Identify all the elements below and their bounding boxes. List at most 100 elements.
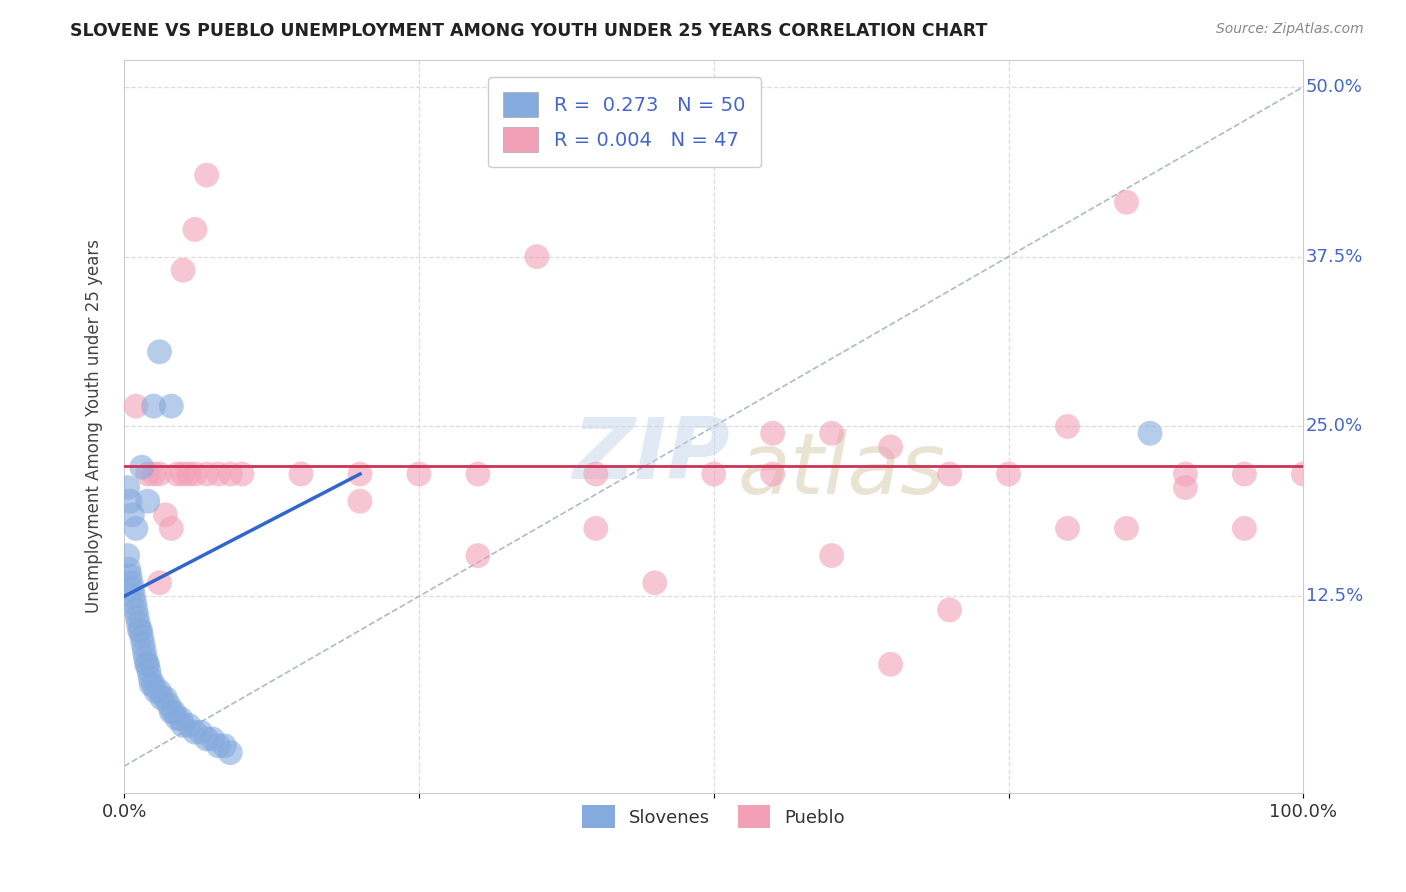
Text: 12.5%: 12.5% (1306, 587, 1362, 606)
Point (131, 460, 153, 475)
Point (1115, 195, 1137, 210)
Point (177, 467, 200, 481)
Point (1056, 419, 1078, 434)
Point (135, 657, 157, 672)
Text: 25.0%: 25.0% (1306, 417, 1362, 435)
Point (136, 657, 159, 672)
Point (125, 521, 148, 535)
Point (118, 569, 141, 583)
Point (703, 467, 725, 481)
Point (997, 467, 1019, 481)
Text: Source: ZipAtlas.com: Source: ZipAtlas.com (1216, 22, 1364, 37)
Point (132, 637, 155, 651)
Point (762, 426, 785, 441)
Point (155, 508, 177, 522)
Point (145, 684, 167, 698)
Point (467, 549, 489, 563)
Point (201, 731, 224, 746)
Point (136, 467, 159, 481)
Point (231, 467, 253, 481)
Point (134, 643, 156, 657)
Point (139, 671, 162, 685)
Point (184, 467, 207, 481)
Point (219, 746, 242, 760)
Point (585, 521, 607, 535)
Point (127, 609, 149, 624)
Point (349, 494, 371, 508)
Point (134, 650, 156, 665)
Text: atlas: atlas (737, 429, 945, 512)
Point (585, 467, 607, 481)
Point (172, 467, 194, 481)
Point (1174, 481, 1197, 495)
Point (120, 575, 142, 590)
Point (177, 718, 200, 732)
Point (157, 698, 180, 712)
Point (172, 263, 194, 277)
Point (526, 250, 548, 264)
Point (160, 521, 183, 535)
Point (166, 467, 188, 481)
Y-axis label: Unemployment Among Youth under 25 years: Unemployment Among Youth under 25 years (86, 239, 103, 614)
Point (1233, 467, 1256, 481)
Text: SLOVENE VS PUEBLO UNEMPLOYMENT AMONG YOUTH UNDER 25 YEARS CORRELATION CHART: SLOVENE VS PUEBLO UNEMPLOYMENT AMONG YOU… (70, 22, 987, 40)
Text: 37.5%: 37.5% (1306, 248, 1362, 266)
Point (1292, 467, 1315, 481)
Point (184, 222, 207, 236)
Point (125, 399, 148, 413)
Point (172, 718, 194, 732)
Point (163, 705, 186, 719)
Point (207, 739, 229, 753)
Point (124, 596, 146, 610)
Point (138, 664, 160, 678)
Point (150, 691, 173, 706)
Point (879, 440, 901, 454)
Point (195, 168, 218, 182)
Point (142, 678, 165, 692)
Point (136, 494, 159, 508)
Point (117, 481, 139, 495)
Point (195, 731, 218, 746)
Point (170, 712, 193, 726)
Point (1174, 467, 1197, 481)
Point (467, 467, 489, 481)
Point (131, 630, 153, 644)
Point (129, 624, 152, 638)
Point (148, 684, 170, 698)
Point (820, 426, 842, 441)
Point (128, 624, 150, 638)
Point (1056, 521, 1078, 535)
Point (879, 657, 901, 672)
Point (125, 603, 148, 617)
Point (148, 575, 170, 590)
Point (122, 590, 145, 604)
Point (141, 678, 163, 692)
Text: ZIP: ZIP (572, 414, 730, 498)
Point (127, 616, 149, 631)
Point (118, 562, 141, 576)
Point (219, 467, 242, 481)
Point (121, 582, 143, 597)
Point (207, 467, 229, 481)
Point (938, 467, 960, 481)
Point (142, 399, 165, 413)
Point (644, 575, 666, 590)
Point (214, 739, 236, 753)
Point (195, 467, 218, 481)
Point (938, 603, 960, 617)
Point (148, 344, 170, 359)
Point (762, 467, 785, 481)
Point (148, 467, 170, 481)
Point (820, 549, 842, 563)
Point (1233, 521, 1256, 535)
Point (290, 467, 312, 481)
Point (117, 549, 139, 563)
Legend: Slovenes, Pueblo: Slovenes, Pueblo (575, 798, 852, 836)
Point (121, 508, 143, 522)
Point (166, 712, 188, 726)
Point (142, 467, 165, 481)
Point (160, 705, 183, 719)
Point (1139, 426, 1161, 441)
Point (349, 467, 371, 481)
Point (160, 399, 183, 413)
